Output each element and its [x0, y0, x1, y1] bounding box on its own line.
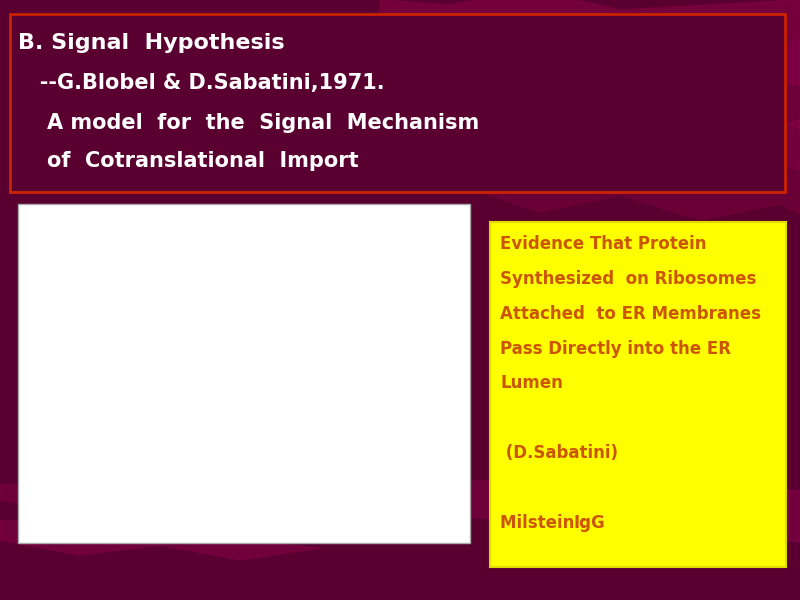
Polygon shape	[400, 30, 800, 90]
Text: Evidence That Protein: Evidence That Protein	[500, 235, 706, 253]
Text: IgG: IgG	[574, 514, 606, 532]
Text: Contents of vesicles: Contents of vesicles	[216, 394, 334, 407]
Text: of  Cotranslational  Import: of Cotranslational Import	[18, 151, 358, 171]
Polygon shape	[500, 488, 800, 542]
Text: Minutes: Minutes	[262, 500, 312, 513]
Text: Point of puromycin is added: Point of puromycin is added	[77, 530, 223, 540]
Text: Lumen: Lumen	[500, 374, 563, 392]
Text: Synthesized  on Ribosomes: Synthesized on Ribosomes	[500, 270, 756, 288]
Text: A model  for  the  Signal  Mechanism: A model for the Signal Mechanism	[18, 113, 479, 133]
Polygon shape	[440, 112, 800, 175]
Polygon shape	[380, 0, 800, 45]
Text: B. Signal  Hypothesis: B. Signal Hypothesis	[18, 33, 284, 53]
Text: --G.Blobel & D.Sabatini,1971.: --G.Blobel & D.Sabatini,1971.	[18, 73, 384, 93]
Polygon shape	[460, 155, 800, 220]
Text: Milstein :: Milstein :	[500, 514, 593, 532]
Text: (D.Sabatini): (D.Sabatini)	[500, 444, 618, 462]
Polygon shape	[420, 72, 800, 132]
Text: Pass Directly into the ER: Pass Directly into the ER	[500, 340, 731, 358]
Text: Ribosomes: Ribosomes	[216, 314, 280, 327]
Polygon shape	[0, 520, 320, 560]
Polygon shape	[0, 478, 500, 522]
Text: Attached  to ER Membranes: Attached to ER Membranes	[500, 305, 761, 323]
